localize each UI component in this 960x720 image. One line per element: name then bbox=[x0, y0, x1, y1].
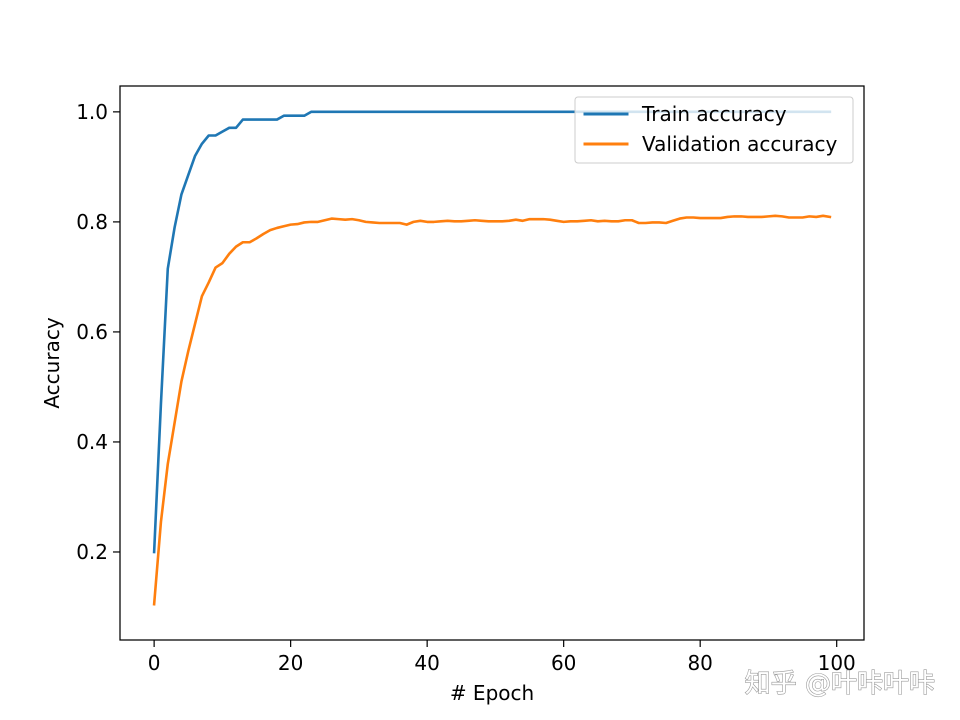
x-tick-label: 40 bbox=[414, 651, 439, 675]
x-tick-label: 0 bbox=[148, 651, 161, 675]
y-axis-ticks: 0.2 0.4 0.6 0.8 1.0 bbox=[76, 100, 120, 564]
watermark-text: 知乎 @叶咔叶咔 bbox=[745, 669, 935, 699]
plot-frame bbox=[119, 85, 865, 641]
y-tick-label: 0.8 bbox=[76, 210, 108, 234]
x-tick-label: 20 bbox=[278, 651, 303, 675]
legend-label-train: Train accuracy bbox=[641, 102, 787, 126]
series-layer bbox=[152, 110, 832, 606]
legend-label-validation: Validation accuracy bbox=[642, 132, 838, 156]
y-tick-label: 1.0 bbox=[76, 100, 108, 124]
x-tick-label: 80 bbox=[687, 651, 712, 675]
legend: Train accuracy Validation accuracy bbox=[574, 96, 854, 164]
x-axis-ticks: 0 20 40 60 80 100 bbox=[148, 640, 856, 675]
series-line-validation bbox=[152, 214, 832, 606]
y-axis-label: Accuracy bbox=[40, 317, 64, 408]
y-tick-label: 0.4 bbox=[76, 430, 108, 454]
y-tick-label: 0.6 bbox=[76, 320, 108, 344]
x-tick-label: 60 bbox=[551, 651, 576, 675]
y-tick-label: 0.2 bbox=[76, 540, 108, 564]
x-axis-label: # Epoch bbox=[450, 681, 534, 705]
x-tick-label: 100 bbox=[818, 651, 856, 675]
legend-box bbox=[574, 96, 854, 164]
plot-area-background bbox=[120, 86, 864, 640]
series-line-train bbox=[152, 110, 832, 554]
